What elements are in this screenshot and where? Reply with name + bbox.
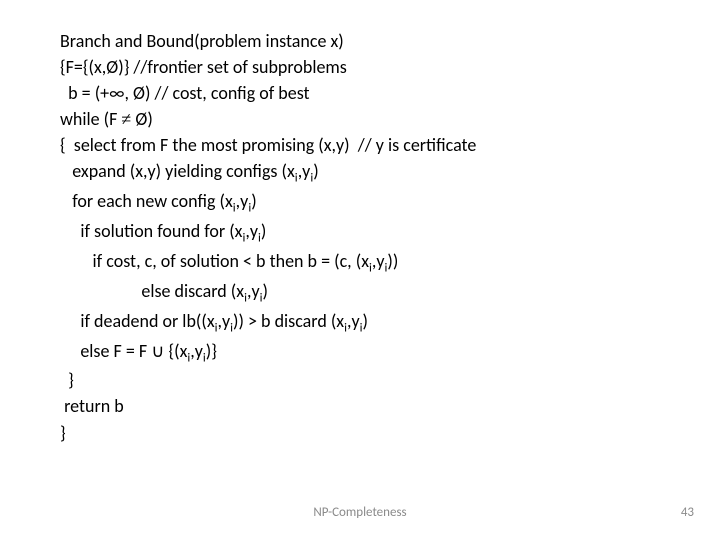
algo-line: Branch and Bound(problem instance x)	[60, 28, 660, 54]
algo-line: { select from F the most promising (x,y)…	[60, 132, 660, 158]
algo-line: else F = F ∪ {(xi,yi)}	[60, 338, 660, 368]
algo-line: for each new config (xi,yi)	[60, 188, 660, 218]
algo-line: expand (x,y) yielding configs (xi,yi)	[60, 158, 660, 188]
algo-line: if cost, c, of solution < b then b = (c,…	[60, 248, 660, 278]
algo-line: }	[60, 420, 660, 446]
algo-line: if deadend or lb((xi,yi)) > b discard (x…	[60, 308, 660, 338]
footer-title: NP-Completeness	[0, 505, 720, 520]
algo-line: b = (+∞, Ø) // cost, config of best	[60, 80, 660, 106]
slide: Branch and Bound(problem instance x){F={…	[0, 0, 720, 540]
algo-line: }	[60, 367, 660, 393]
slide-number: 43	[681, 505, 694, 520]
algo-line: {F={(x,Ø)} //frontier set of subproblems	[60, 54, 660, 80]
algo-line: return b	[60, 393, 660, 419]
algo-line: if solution found for (xi,yi)	[60, 218, 660, 248]
algo-line: else discard (xi,yi)	[60, 278, 660, 308]
algo-line: while (F ≠ Ø)	[60, 106, 660, 132]
algorithm-block: Branch and Bound(problem instance x){F={…	[60, 28, 660, 446]
